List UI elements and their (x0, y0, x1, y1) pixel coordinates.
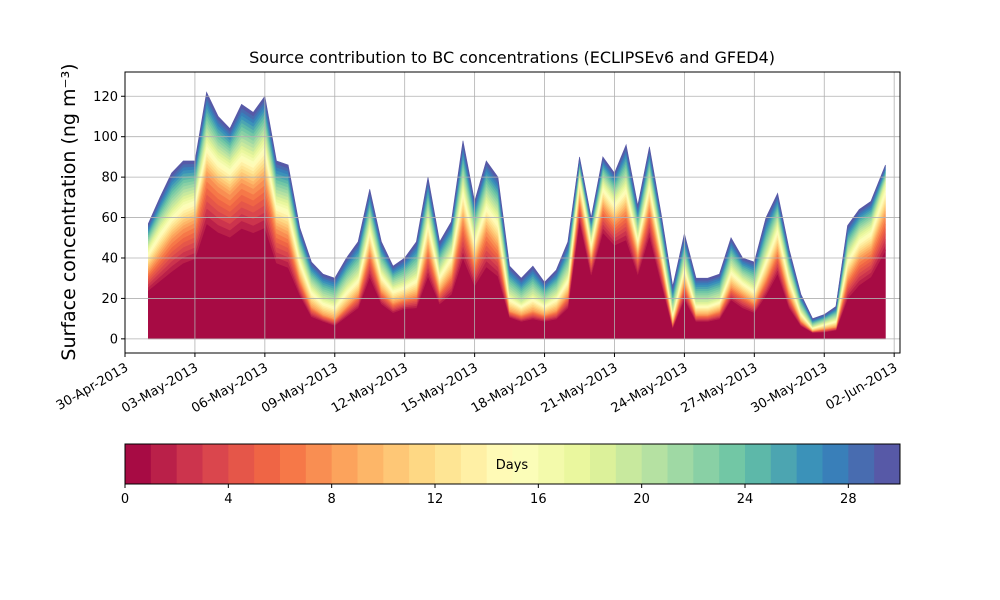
colorbar-segment (305, 444, 333, 484)
colorbar-segment (564, 444, 591, 484)
colorbar-tick-label: 4 (224, 492, 232, 507)
y-tick-label: 40 (101, 251, 118, 266)
colorbar-segment (435, 444, 462, 484)
x-tick-label: 27-May-2013 (679, 360, 761, 416)
colorbar-segment (512, 444, 539, 484)
colorbar-segment (486, 444, 513, 484)
colorbar-tick-label: 28 (840, 492, 857, 507)
x-tick-label: 30-Apr-2013 (54, 360, 131, 413)
colorbar-segment (125, 444, 152, 484)
x-tick-label: 02-Jun-2013 (823, 360, 900, 413)
colorbar-segment (641, 444, 668, 484)
colorbar-segment (383, 444, 410, 484)
x-tick-label: 24-May-2013 (609, 360, 691, 416)
colorbar-segment (460, 444, 488, 484)
y-tick-label: 0 (110, 332, 118, 347)
y-tick-label: 120 (93, 90, 118, 105)
y-axis-label: Surface concentration (ng m⁻³) (58, 63, 80, 360)
x-tick-label: 30-May-2013 (749, 360, 831, 416)
colorbar-segment (228, 444, 255, 484)
area-level-30 (148, 91, 886, 320)
plot-frame (124, 71, 901, 354)
y-axis: 0 20 40 60 80 100 120 (93, 90, 125, 347)
colorbar-tick-label: 16 (530, 492, 547, 507)
colorbar: 0 4 8 12 16 20 24 28 (121, 443, 901, 507)
colorbar-label: Days (496, 458, 529, 473)
y-tick-label: 20 (101, 292, 118, 307)
colorbar-segment (357, 444, 384, 484)
x-axis: 30-Apr-201303-May-201306-May-201309-May-… (54, 353, 900, 416)
x-tick-label: 03-May-2013 (119, 360, 201, 416)
colorbar-segment (176, 444, 203, 484)
colorbar-segment (280, 444, 307, 484)
y-tick-label: 100 (93, 130, 118, 145)
colorbar-segment (822, 444, 849, 484)
stacked-areas (148, 91, 886, 340)
plot-area (124, 71, 901, 354)
colorbar-segment (796, 444, 823, 484)
colorbar-segment (848, 444, 875, 484)
colorbar-tick-label: 12 (427, 492, 444, 507)
colorbar-segment (770, 444, 798, 484)
colorbar-frame (124, 443, 901, 485)
x-tick-label: 21-May-2013 (539, 360, 621, 416)
x-tick-label: 06-May-2013 (189, 360, 271, 416)
chart-title: Source contribution to BC concentrations… (249, 48, 775, 67)
colorbar-segment (409, 444, 436, 484)
x-tick-label: 15-May-2013 (399, 360, 481, 416)
colorbar-segment (745, 444, 772, 484)
colorbar-segment (331, 444, 358, 484)
colorbar-segment (590, 444, 617, 484)
colorbar-tick-label: 24 (737, 492, 754, 507)
colorbar-segment (693, 444, 720, 484)
y-tick-label: 80 (101, 171, 118, 186)
colorbar-tick-label: 20 (633, 492, 650, 507)
colorbar-segment (615, 444, 643, 484)
colorbar-segment (202, 444, 229, 484)
colorbar-segment (538, 444, 565, 484)
colorbar-segment (254, 444, 281, 484)
colorbar-segment (667, 444, 694, 484)
x-tick-label: 12-May-2013 (329, 360, 411, 416)
colorbar-segment (150, 444, 178, 484)
colorbar-segment (874, 444, 901, 484)
x-tick-label: 09-May-2013 (259, 360, 341, 416)
x-tick-label: 18-May-2013 (469, 360, 551, 416)
y-tick-label: 60 (101, 211, 118, 226)
colorbar-tick-label: 8 (328, 492, 336, 507)
colorbar-tick-label: 0 (121, 492, 129, 507)
colorbar-segment (719, 444, 746, 484)
